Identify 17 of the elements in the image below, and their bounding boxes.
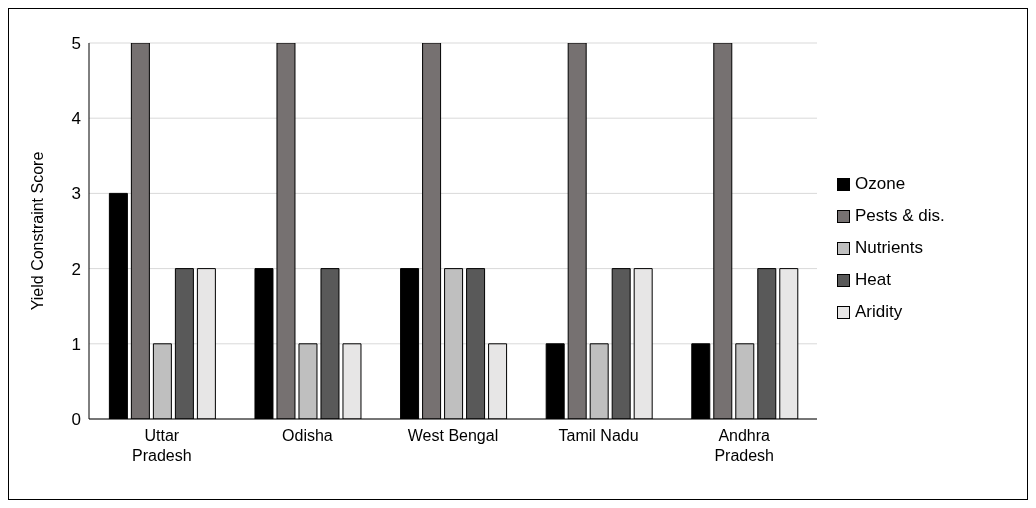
y-tick-label: 2: [71, 259, 81, 279]
legend-label: Nutrients: [854, 238, 925, 258]
y-tick-label: 1: [71, 334, 81, 354]
legend-label: Pests & dis.: [854, 206, 946, 226]
x-tick-label: Tamil Nadu: [558, 427, 639, 444]
x-tick-label: Uttar Pradesh: [132, 427, 192, 464]
x-tick-label: West Bengal: [407, 427, 499, 444]
y-tick-label: 3: [71, 184, 81, 204]
y-tick-label: 4: [71, 109, 81, 129]
y-tick-label: 0: [71, 410, 81, 430]
legend-label: Heat: [854, 270, 892, 290]
x-tick-label: Andhra Pradesh: [714, 427, 774, 464]
y-axis-title: Yield Constraint Score: [28, 151, 46, 311]
y-tick-label: 5: [71, 34, 81, 54]
legend-label: Ozone: [854, 174, 907, 194]
legend-label: Aridity: [854, 302, 904, 322]
x-tick-label: Odisha: [282, 427, 333, 444]
